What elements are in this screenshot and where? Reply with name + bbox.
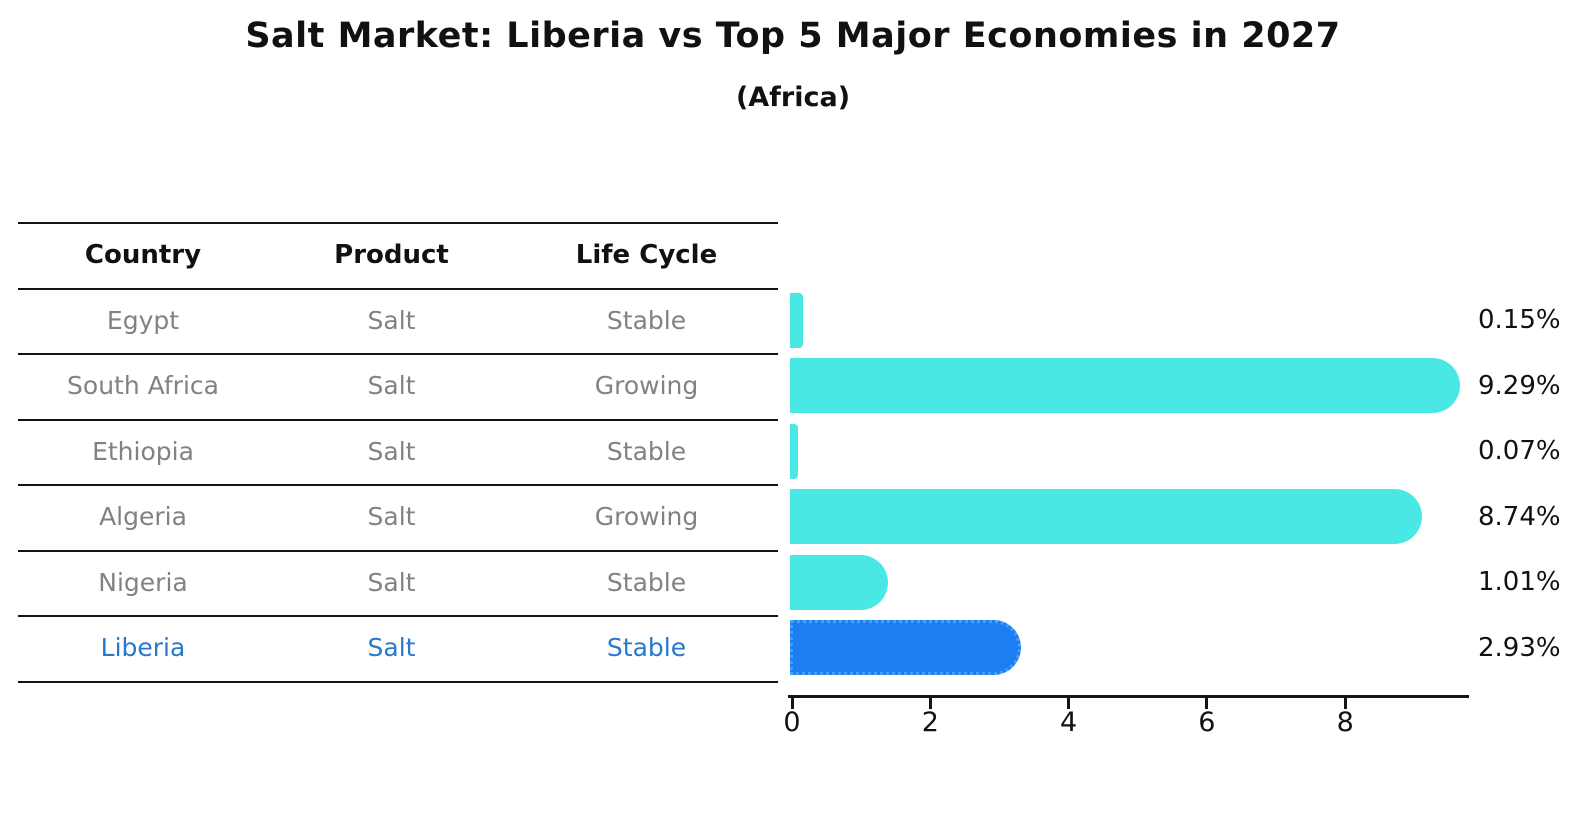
- bar-ethiopia: [790, 423, 798, 479]
- column-header-country-cell: Country: [84, 239, 202, 270]
- product-cell: Salt: [367, 436, 416, 466]
- x-axis-tick: [1343, 698, 1347, 709]
- x-axis-tick-label: 4: [1060, 707, 1078, 738]
- bar-algeria: [790, 489, 1423, 544]
- table-divider: [18, 418, 778, 421]
- table-divider: [18, 615, 778, 617]
- life-cycle-cell: Growing: [594, 371, 699, 401]
- page-title: Salt Market: Liberia vs Top 5 Major Econ…: [245, 16, 1341, 56]
- bar-nigeria: [790, 554, 888, 610]
- product-cell: Salt: [367, 371, 416, 401]
- value-label: 1.01%: [1478, 567, 1561, 598]
- page-subtitle: (Africa): [735, 82, 851, 113]
- column-header-life-cycle-cell: Life Cycle: [575, 239, 718, 270]
- x-axis-tick-label: 8: [1336, 707, 1354, 738]
- table-row: Liberia Salt Stable: [18, 615, 778, 681]
- bar-south-africa: [790, 358, 1461, 413]
- x-axis-tick-label: 0: [783, 707, 801, 738]
- table-divider: [18, 353, 778, 355]
- table-header-row: Country Product Life Cycle: [18, 222, 778, 288]
- product-cell: Salt: [367, 633, 416, 663]
- table-divider: [18, 222, 778, 224]
- x-axis-tick: [1067, 698, 1071, 709]
- value-label: 0.07%: [1478, 436, 1561, 467]
- x-axis-line: [788, 695, 1469, 698]
- x-axis-tick: [790, 698, 794, 709]
- country-cell: Ethiopia: [92, 436, 194, 466]
- table-divider: [18, 287, 778, 290]
- country-cell: Liberia: [100, 633, 186, 663]
- product-cell: Salt: [367, 502, 416, 532]
- column-header-product-cell: Product: [334, 239, 449, 270]
- life-cycle-cell: Growing: [594, 502, 699, 532]
- table-divider: [18, 680, 778, 683]
- x-axis-tick: [928, 698, 932, 709]
- country-cell: Algeria: [99, 502, 187, 532]
- x-axis-tick-label: 2: [921, 707, 939, 738]
- country-cell: Egypt: [106, 305, 180, 335]
- table-row: Nigeria Salt Stable: [18, 550, 778, 616]
- country-cell: Nigeria: [98, 567, 188, 597]
- table-divider: [18, 484, 778, 486]
- x-axis-tick-label: 6: [1198, 707, 1216, 738]
- table-row: South Africa Salt Growing: [18, 353, 778, 419]
- life-cycle-cell: Stable: [606, 305, 687, 335]
- value-label: 8.74%: [1478, 501, 1561, 532]
- country-cell: South Africa: [67, 371, 219, 401]
- table-row: Ethiopia Salt Stable: [18, 419, 778, 485]
- table-row: Algeria Salt Growing: [18, 484, 778, 550]
- value-label: 0.15%: [1478, 305, 1561, 336]
- product-cell: Salt: [367, 567, 416, 597]
- bar-highlight-liberia: [790, 620, 1021, 675]
- table-row: Egypt Salt Stable: [18, 288, 778, 354]
- life-cycle-cell: Stable: [606, 436, 687, 466]
- bar-egypt: [790, 292, 804, 348]
- value-label: 9.29%: [1478, 370, 1561, 401]
- table-divider: [18, 549, 778, 552]
- life-cycle-cell: Stable: [606, 633, 687, 663]
- value-label: 2.93%: [1478, 632, 1561, 663]
- life-cycle-cell: Stable: [606, 567, 687, 597]
- x-axis-tick: [1205, 698, 1209, 709]
- product-cell: Salt: [367, 305, 416, 335]
